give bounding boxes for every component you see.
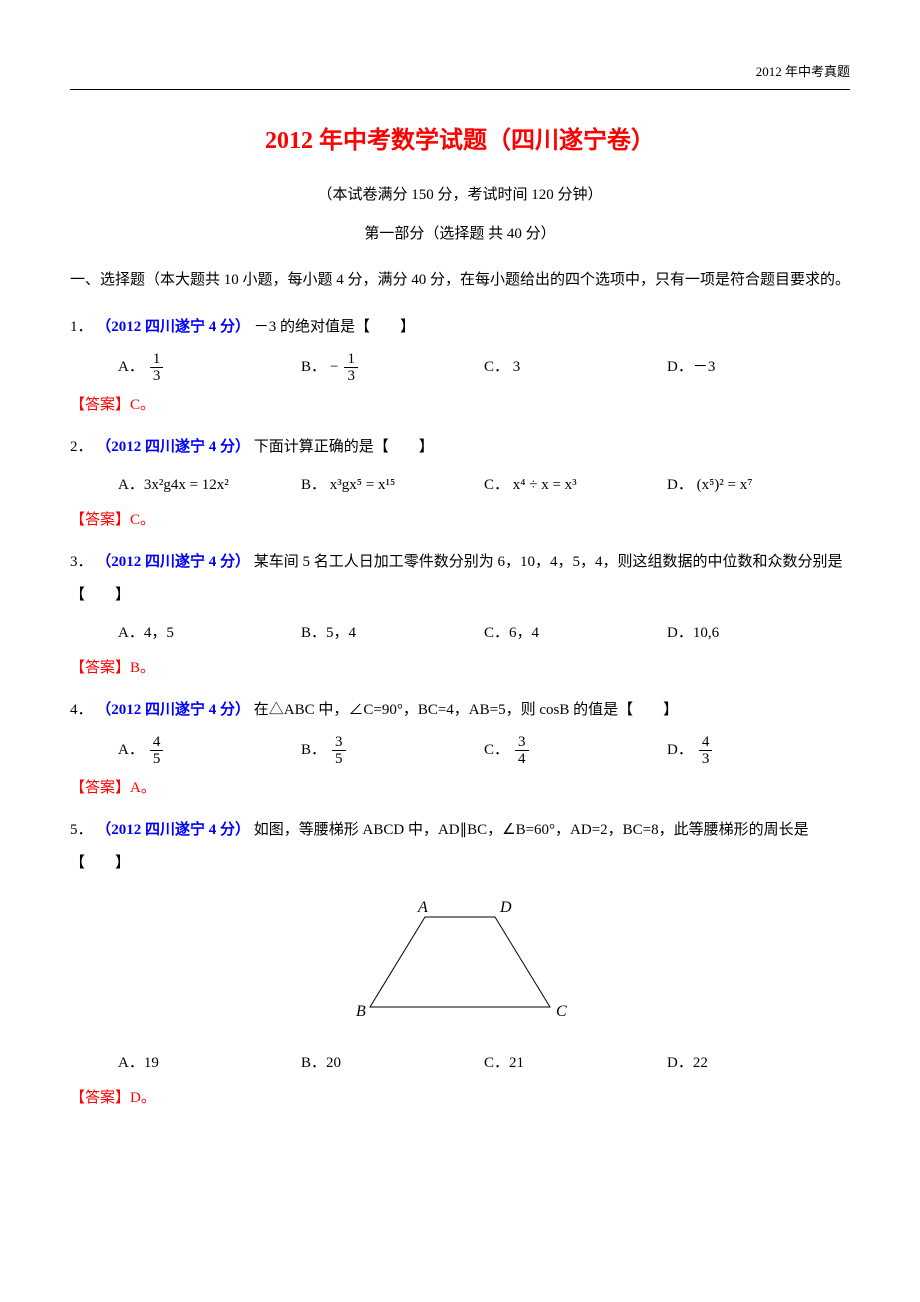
q4-stem: 在△ABC 中，∠C=90°，BC=4，AB=5，则 cosB 的值是【 】 — [254, 702, 678, 718]
q4-opt-d: D． 43 — [667, 735, 850, 767]
header-year: 2012 年中考真题 — [70, 60, 850, 83]
trapezoid-figure: A D B C — [70, 892, 850, 1042]
q1-answer: 【答案】C。 — [70, 392, 850, 419]
fraction-icon: 45 — [150, 735, 164, 767]
q5-opt-d: D．22 — [667, 1050, 850, 1077]
question-1: 1． （2012 四川遂宁 4 分） －3 的绝对值是【 】 A． 13 B． … — [70, 311, 850, 419]
label-b: B — [356, 1003, 366, 1020]
q2-options: A．3x²g4x = 12x² B． x³gx⁵ = x¹⁵ C． x⁴ ÷ x… — [70, 472, 850, 499]
section-intro: 一、选择题（本大题共 10 小题，每小题 4 分，满分 40 分，在每小题给出的… — [70, 264, 850, 297]
label-c: C — [556, 1003, 567, 1020]
q2-stem: 下面计算正确的是【 】 — [254, 439, 434, 455]
q3-opt-b: B．5，4 — [301, 620, 484, 647]
q3-opt-c: C．6，4 — [484, 620, 667, 647]
q1-options: A． 13 B． − 13 C． 3 D．－3 — [70, 352, 850, 384]
question-2: 2． （2012 四川遂宁 4 分） 下面计算正确的是【 】 A．3x²g4x … — [70, 431, 850, 534]
question-5: 5． （2012 四川遂宁 4 分） 如图，等腰梯形 ABCD 中，AD∥BC，… — [70, 814, 850, 1112]
q4-source: （2012 四川遂宁 4 分） — [96, 702, 250, 718]
fraction-icon: 35 — [332, 735, 346, 767]
q2-opt-a: A．3x²g4x = 12x² — [118, 472, 301, 499]
page-title: 2012 年中考数学试题（四川遂宁卷） — [70, 120, 850, 163]
q4-opt-c: C． 34 — [484, 735, 667, 767]
q2-answer: 【答案】C。 — [70, 507, 850, 534]
q4-options: A． 45 B． 35 C． 34 D． 43 — [70, 735, 850, 767]
section-label: 第一部分（选择题 共 40 分） — [70, 221, 850, 248]
q1-num: 1． — [70, 319, 93, 335]
q4-opt-a: A． 45 — [118, 735, 301, 767]
q1-source: （2012 四川遂宁 4 分） — [96, 319, 250, 335]
trapezoid-shape — [370, 917, 550, 1007]
q1-stem: －3 的绝对值是【 】 — [254, 319, 415, 335]
q1-opt-c: C． 3 — [484, 354, 667, 381]
q5-num: 5． — [70, 822, 93, 838]
q5-source: （2012 四川遂宁 4 分） — [96, 822, 250, 838]
page-subtitle: （本试卷满分 150 分，考试时间 120 分钟） — [70, 182, 850, 209]
q4-num: 4． — [70, 702, 93, 718]
q5-opt-c: C．21 — [484, 1050, 667, 1077]
q3-opt-d: D．10,6 — [667, 620, 850, 647]
q4-opt-b: B． 35 — [301, 735, 484, 767]
q1-opt-a: A． 13 — [118, 352, 301, 384]
fraction-icon: 13 — [150, 352, 164, 384]
label-a: A — [417, 899, 428, 916]
fraction-icon: 13 — [344, 352, 358, 384]
trapezoid-svg: A D B C — [330, 892, 590, 1032]
q2-opt-d: D． (x⁵)² = x⁷ — [667, 472, 850, 499]
q5-opt-b: B．20 — [301, 1050, 484, 1077]
q3-options: A．4，5 B．5，4 C．6，4 D．10,6 — [70, 620, 850, 647]
fraction-icon: 34 — [515, 735, 529, 767]
q2-opt-b: B． x³gx⁵ = x¹⁵ — [301, 472, 484, 499]
q4-answer: 【答案】A。 — [70, 775, 850, 802]
q3-answer: 【答案】B。 — [70, 655, 850, 682]
question-3: 3． （2012 四川遂宁 4 分） 某车间 5 名工人日加工零件数分别为 6，… — [70, 546, 850, 682]
q1-opt-b: B． − 13 — [301, 352, 484, 384]
q2-num: 2． — [70, 439, 93, 455]
q5-opt-a: A．19 — [118, 1050, 301, 1077]
divider — [70, 89, 850, 90]
q5-options: A．19 B．20 C．21 D．22 — [70, 1050, 850, 1077]
label-d: D — [499, 899, 512, 916]
q3-opt-a: A．4，5 — [118, 620, 301, 647]
q1-opt-d: D．－3 — [667, 354, 850, 381]
question-4: 4． （2012 四川遂宁 4 分） 在△ABC 中，∠C=90°，BC=4，A… — [70, 694, 850, 802]
q2-opt-c: C． x⁴ ÷ x = x³ — [484, 472, 667, 499]
fraction-icon: 43 — [699, 735, 713, 767]
q3-num: 3． — [70, 554, 93, 570]
q2-source: （2012 四川遂宁 4 分） — [96, 439, 250, 455]
q3-source: （2012 四川遂宁 4 分） — [96, 554, 250, 570]
q5-answer: 【答案】D。 — [70, 1085, 850, 1112]
